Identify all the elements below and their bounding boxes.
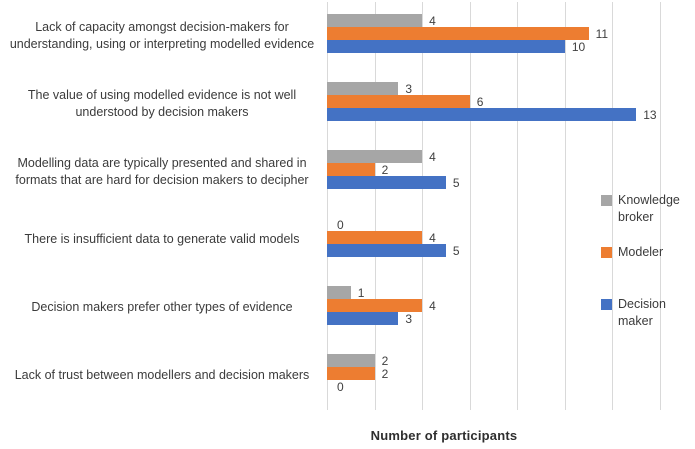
legend-label: Knowledge broker (618, 193, 680, 224)
gridline (469, 2, 471, 410)
data-label: 10 (571, 40, 586, 54)
bar-knowledge-broker (327, 82, 399, 95)
bar-modeler (327, 299, 423, 312)
data-label: 4 (429, 150, 436, 164)
data-label: 3 (405, 312, 413, 326)
data-label: 4 (429, 14, 436, 28)
bar-knowledge-broker (327, 14, 423, 27)
bar-decision-maker (327, 40, 565, 53)
category-label: Lack of trust between modellers and deci… (14, 368, 310, 383)
bar-decision-maker (327, 244, 446, 257)
x-axis-title: Number of participants (370, 428, 518, 443)
bar-modeler (327, 27, 589, 40)
data-label: 3 (405, 82, 413, 96)
data-label: 5 (452, 176, 460, 190)
legend-label: Decision maker (618, 297, 666, 328)
bar-knowledge-broker (327, 286, 351, 299)
category-label: Modelling data are typically presented a… (15, 155, 309, 188)
data-label: 4 (429, 299, 436, 313)
bar-decision-maker (327, 176, 446, 189)
bar-knowledge-broker (327, 354, 375, 367)
data-label: 2 (381, 354, 389, 368)
legend-entry-decision-maker: Decision maker (601, 296, 693, 330)
plot-area: 4 11 10 3 6 13 4 2 5 0 4 5 1 4 3 2 2 0 (327, 2, 661, 410)
category-label: Lack of capacity amongst decision-makers… (9, 19, 315, 52)
data-label: 5 (452, 244, 460, 258)
gridline (660, 2, 661, 410)
data-label: 0 (337, 218, 344, 232)
data-label: 2 (381, 367, 389, 381)
legend-swatch-icon (601, 195, 612, 206)
bar-modeler (327, 163, 375, 176)
bar-decision-maker (327, 108, 637, 121)
data-label: 0 (337, 380, 344, 394)
legend-entry-knowledge-broker: Knowledge broker (601, 192, 693, 226)
legend-swatch-icon (601, 299, 612, 310)
legend-entry-modeler: Modeler (601, 244, 663, 261)
data-label: 2 (381, 163, 389, 177)
bar-modeler (327, 95, 470, 108)
bar-modeler (327, 231, 423, 244)
gridline (422, 2, 424, 410)
data-label: 11 (595, 27, 609, 41)
legend-swatch-icon (601, 247, 612, 258)
bar-knowledge-broker (327, 150, 423, 163)
gridline (327, 2, 328, 410)
gridline (612, 2, 614, 410)
category-label: Decision makers prefer other types of ev… (31, 300, 293, 315)
category-label: The value of using modelled evidence is … (27, 87, 297, 120)
data-label: 6 (476, 95, 484, 109)
category-label: There is insufficient data to generate v… (24, 232, 300, 247)
bar-decision-maker (327, 312, 399, 325)
data-label: 4 (429, 231, 436, 245)
gridline (374, 2, 376, 410)
data-label: 1 (357, 286, 365, 300)
gridline (564, 2, 566, 410)
bar-modeler (327, 367, 375, 380)
data-label: 13 (643, 108, 657, 122)
gridline (517, 2, 519, 410)
legend-label: Modeler (618, 245, 664, 259)
category-axis-labels: Lack of capacity amongst decision-makers… (4, 2, 320, 410)
